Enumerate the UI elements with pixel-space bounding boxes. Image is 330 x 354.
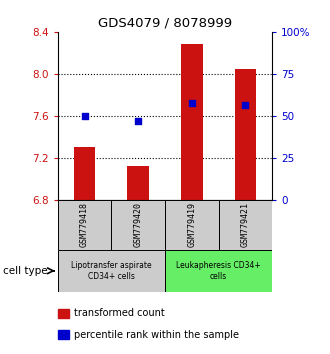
Bar	[127, 166, 149, 200]
Point	[189, 101, 194, 106]
Text: Leukapheresis CD34+
cells: Leukapheresis CD34+ cells	[176, 261, 261, 280]
Bar	[165, 250, 272, 292]
Text: cell type: cell type	[3, 266, 48, 276]
Point	[136, 118, 141, 124]
Bar	[58, 200, 112, 250]
Point	[243, 103, 248, 108]
Bar	[165, 200, 218, 250]
Point	[82, 113, 87, 119]
Bar	[58, 250, 165, 292]
Text: percentile rank within the sample: percentile rank within the sample	[74, 330, 239, 339]
Text: GSM779420: GSM779420	[134, 202, 143, 247]
Bar	[218, 200, 272, 250]
Bar	[58, 330, 69, 339]
Text: Lipotransfer aspirate
CD34+ cells: Lipotransfer aspirate CD34+ cells	[71, 261, 152, 280]
Bar	[74, 148, 95, 200]
Text: GSM779419: GSM779419	[187, 202, 196, 247]
Bar	[112, 200, 165, 250]
Text: transformed count: transformed count	[74, 308, 165, 318]
Text: GSM779418: GSM779418	[80, 202, 89, 247]
Bar	[235, 69, 256, 200]
Title: GDS4079 / 8078999: GDS4079 / 8078999	[98, 16, 232, 29]
Bar	[58, 309, 69, 318]
Text: GSM779421: GSM779421	[241, 202, 250, 247]
Bar	[181, 45, 203, 200]
